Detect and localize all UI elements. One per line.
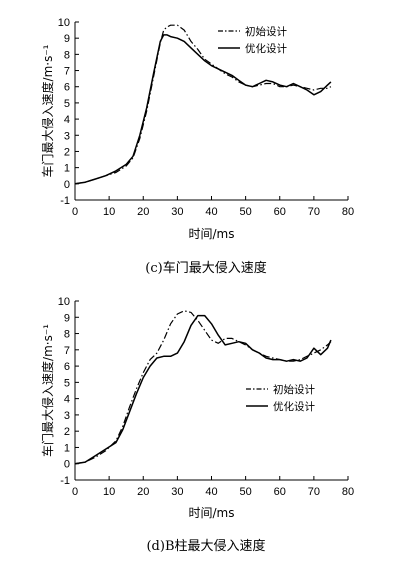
y-tick-label: 6 [64, 82, 70, 94]
y-tick-label: 5 [64, 377, 70, 389]
legend-label: 初始设计 [273, 383, 315, 396]
legend-label: 优化设计 [245, 42, 287, 55]
x-tick-label: 40 [205, 206, 217, 218]
series-line-initial [74, 24, 332, 185]
y-tick-label: 2 [64, 146, 70, 158]
y-tick-label: 9 [64, 33, 70, 45]
chart-caption: (c)车门最大侵入速度 [145, 260, 266, 276]
x-tick-label: 60 [274, 206, 286, 218]
y-tick-label: -1 [60, 195, 70, 207]
x-tick-label: 80 [342, 486, 354, 498]
x-tick-label: 40 [205, 486, 217, 498]
y-tick-label: 10 [58, 17, 70, 29]
y-tick-label: 10 [58, 296, 70, 308]
y-tick-label: 4 [64, 394, 70, 406]
x-tick-label: 50 [240, 206, 252, 218]
x-tick-label: 0 [72, 486, 78, 498]
x-tick-label: 70 [308, 486, 320, 498]
y-tick-label: 2 [64, 426, 70, 438]
y-tick-label: -1 [60, 475, 70, 487]
y-tick-label: 1 [64, 442, 70, 454]
y-tick-label: 1 [64, 163, 70, 175]
series-line-optimized [74, 314, 332, 465]
y-axis-title: 车门最大侵入速度/m·s⁻¹ [40, 324, 55, 457]
y-tick-label: 5 [64, 98, 70, 110]
x-tick-label: 60 [274, 486, 286, 498]
y-tick-label: 7 [64, 66, 70, 78]
y-tick-label: 8 [64, 329, 70, 341]
x-tick-label: 70 [308, 206, 320, 218]
x-tick-label: 30 [171, 206, 183, 218]
y-tick-label: 7 [64, 345, 70, 357]
x-tick-label: 30 [171, 486, 183, 498]
y-tick-label: 6 [64, 361, 70, 373]
y-tick-label: 8 [64, 49, 70, 61]
legend-label: 初始设计 [245, 25, 287, 38]
x-axis-title: 时间/ms [189, 227, 235, 241]
x-tick-label: 0 [72, 206, 78, 218]
x-axis-title: 时间/ms [189, 506, 235, 520]
chart-b-pillar-velocity: 0 10 20 30 40 50 60 70 80-1012345678910时间/ms车门最大… [40, 296, 354, 554]
series-line-initial [74, 310, 332, 465]
y-axis-title: 车门最大侵入速度/m·s⁻¹ [40, 44, 55, 177]
y-tick-label: 0 [64, 179, 70, 191]
y-tick-label: 3 [64, 410, 70, 422]
series-line-optimized [74, 34, 332, 185]
x-tick-label: 50 [240, 486, 252, 498]
x-tick-label: 20 [137, 206, 149, 218]
legend-label: 优化设计 [273, 400, 315, 413]
y-tick-label: 4 [64, 114, 70, 126]
x-tick-label: 20 [137, 486, 149, 498]
x-tick-label: 10 [103, 206, 115, 218]
x-tick-label: 10 [103, 486, 115, 498]
chart-door-velocity: 0 10 20 30 40 50 60 70 80-1012345678910时间/ms车门最大… [40, 17, 354, 276]
y-tick-label: 0 [64, 459, 70, 471]
y-tick-label: 3 [64, 130, 70, 142]
y-tick-label: 9 [64, 312, 70, 324]
x-tick-label: 80 [342, 206, 354, 218]
chart-caption: (d)B柱最大侵入速度 [146, 538, 265, 554]
